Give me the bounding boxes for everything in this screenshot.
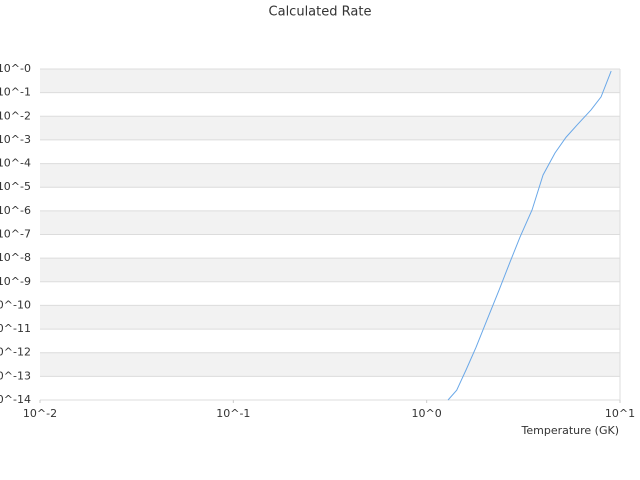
x-tick-label: 10^0 bbox=[412, 407, 442, 420]
y-tick-label: 10^-7 bbox=[0, 228, 31, 241]
x-axis-label: Temperature (GK) bbox=[521, 424, 620, 437]
x-tick-label: 10^-2 bbox=[23, 407, 57, 420]
grid-band bbox=[40, 210, 620, 235]
plot-area bbox=[39, 68, 621, 403]
y-tick-label: 10^-0 bbox=[0, 62, 31, 75]
y-tick-label: 10^-3 bbox=[0, 133, 31, 146]
y-tick-label: 10^-1 bbox=[0, 86, 31, 99]
grid-band bbox=[40, 234, 620, 259]
grid-band bbox=[40, 139, 620, 164]
data-line bbox=[447, 70, 612, 401]
y-tick-label: 10^-2 bbox=[0, 109, 31, 122]
grid-band bbox=[40, 163, 620, 188]
grid-band bbox=[40, 116, 620, 140]
grid-band bbox=[40, 352, 620, 377]
y-tick-label: 10^-14 bbox=[0, 393, 31, 406]
grid-band bbox=[40, 281, 620, 306]
y-tick-label: 10^-5 bbox=[0, 180, 31, 193]
grid-band bbox=[40, 92, 620, 117]
y-tick-label: 10^-8 bbox=[0, 251, 31, 264]
grid-band bbox=[40, 69, 620, 93]
grid-band bbox=[40, 305, 620, 330]
y-tick-label: 10^-6 bbox=[0, 204, 31, 217]
y-tick-label: 10^-11 bbox=[0, 322, 31, 335]
x-tick-label: 10^1 bbox=[605, 407, 635, 420]
grid-band bbox=[40, 258, 620, 282]
y-tick-label: 10^-9 bbox=[0, 275, 31, 288]
y-tick-label: 10^-4 bbox=[0, 157, 31, 170]
grid-band bbox=[40, 376, 620, 400]
x-tick-label: 10^-1 bbox=[216, 407, 250, 420]
chart-title: Calculated Rate bbox=[269, 5, 372, 20]
y-tick-label: 10^-12 bbox=[0, 346, 31, 359]
y-tick-label: 10^-13 bbox=[0, 369, 31, 382]
grid-band bbox=[40, 329, 620, 353]
y-tick-label: 10^-10 bbox=[0, 298, 31, 311]
grid-band bbox=[40, 187, 620, 211]
